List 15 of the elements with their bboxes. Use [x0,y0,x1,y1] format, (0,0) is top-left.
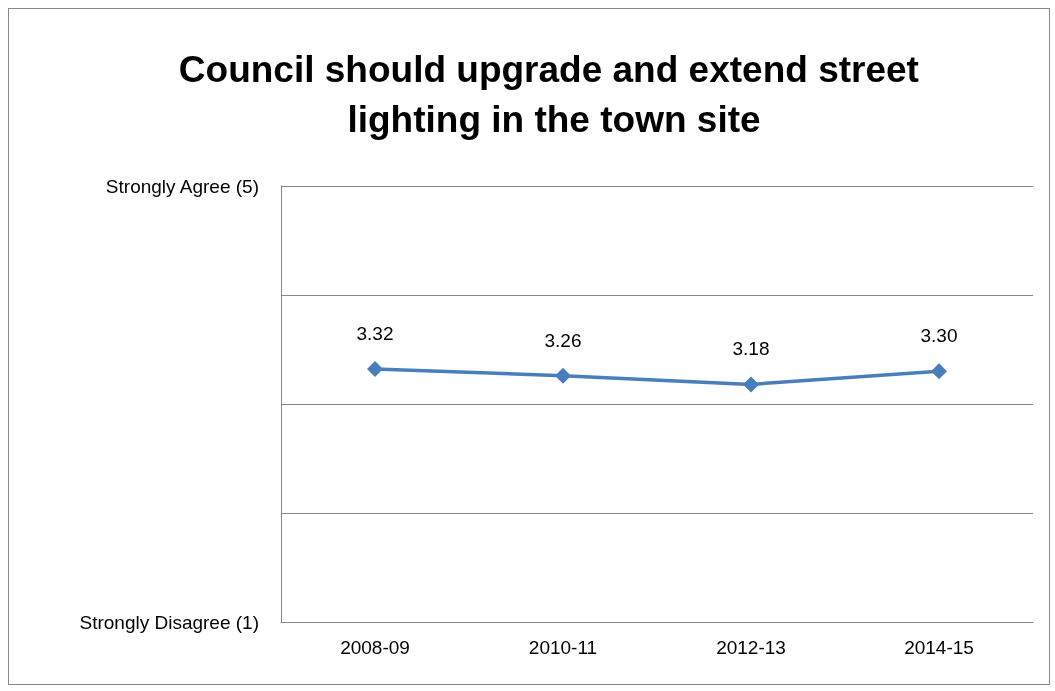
data-label: 3.26 [544,329,582,351]
x-tick-label: 2010-11 [528,637,598,658]
point [555,367,571,384]
data-label: 3.32 [356,323,394,345]
point [743,376,759,393]
point [367,361,383,378]
x-tick-label: 2012-13 [716,637,786,658]
y-tick-label: Strongly Agree (5) [105,175,259,197]
data-label: 3.18 [732,338,770,360]
point [931,363,947,380]
chart-title: Council should upgrade and extend street lighting in the town site [178,48,930,140]
x-tick-label: 2014-15 [904,637,974,658]
data-label: 3.30 [920,325,958,347]
x-tick-label: 2008-09 [340,637,410,658]
y-tick-label: Strongly Disagree (1) [79,611,259,633]
